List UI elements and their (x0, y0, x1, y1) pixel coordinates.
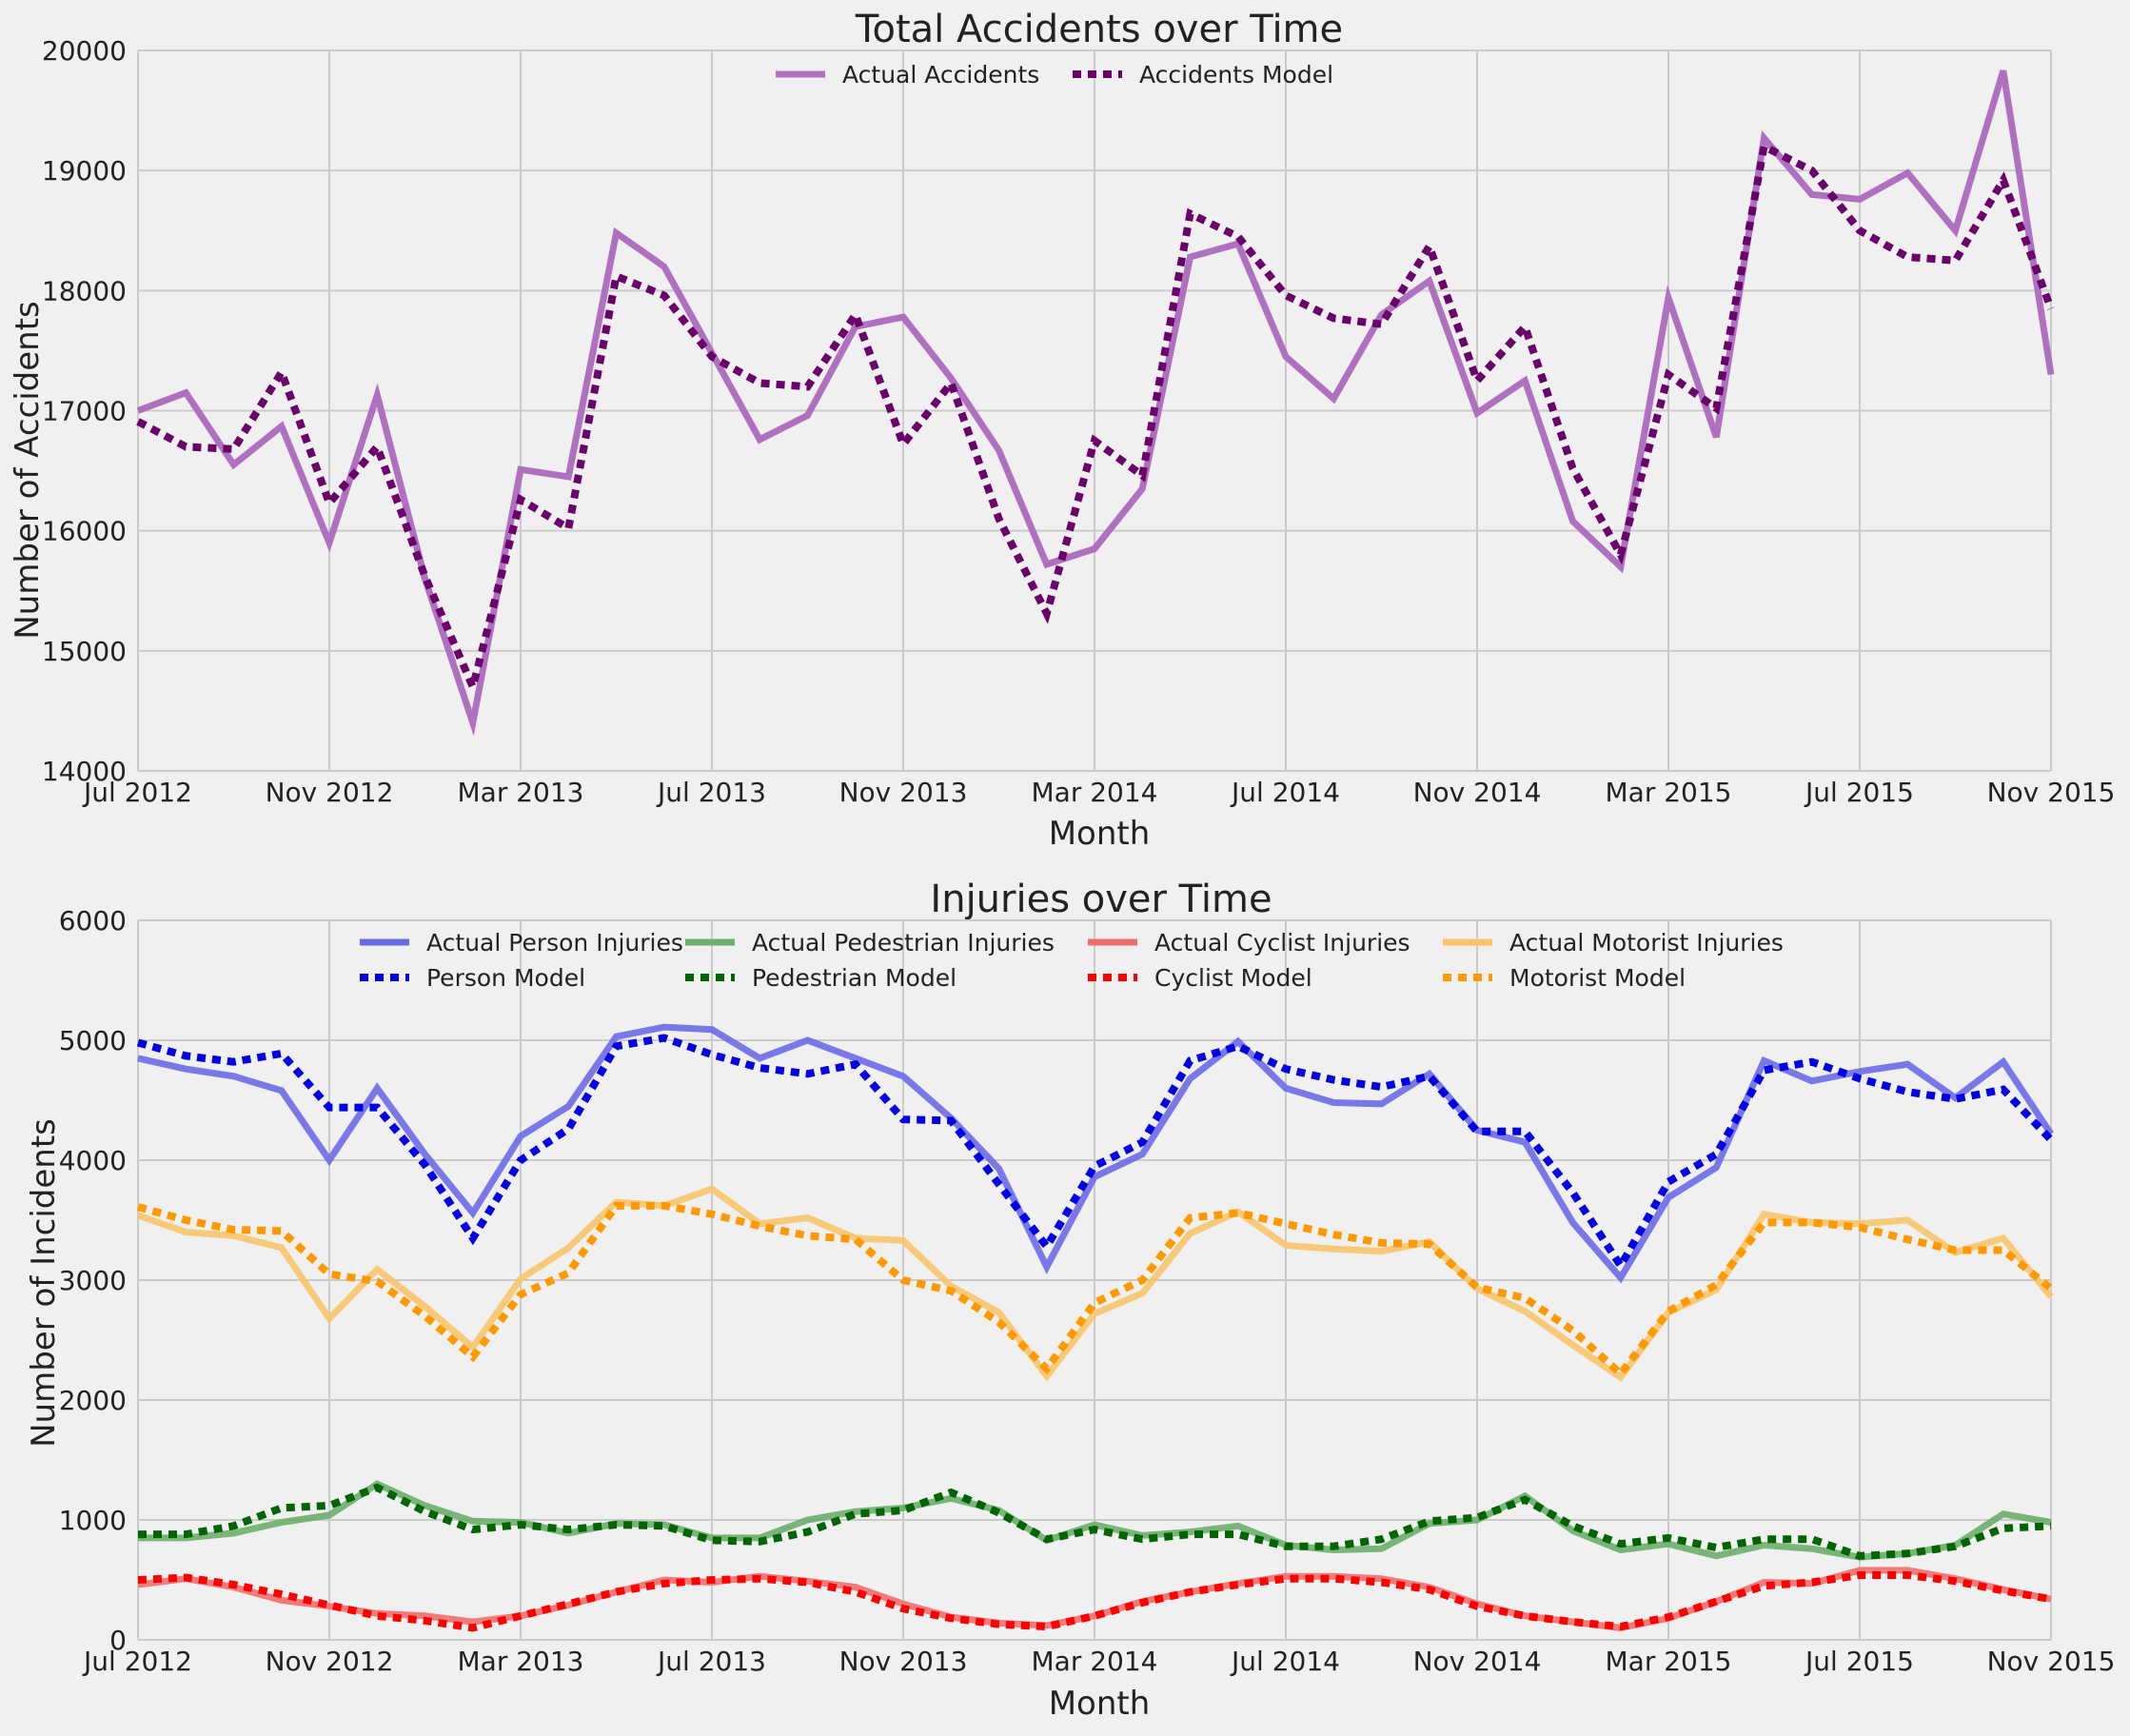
x-tick-label: Nov 2015 (1987, 1646, 2116, 1677)
y-axis-label: Number of Accidents (9, 301, 47, 640)
y-tick-label: 1000 (59, 1505, 127, 1536)
legend-label: Actual Person Injuries (426, 929, 683, 957)
legend-label: Pedestrian Model (752, 964, 957, 992)
y-tick-label: 15000 (42, 636, 127, 667)
y-tick-label: 4000 (59, 1145, 127, 1176)
series-line-actual-pedestrian-injuries (138, 1480, 2052, 1561)
y-tick-label: 19000 (42, 155, 127, 187)
x-tick-label: Nov 2014 (1413, 777, 1542, 808)
y-tick-label: 16000 (42, 516, 127, 547)
x-tick-label: Mar 2015 (1606, 777, 1732, 808)
x-axis-label: Month (1049, 815, 1151, 853)
y-tick-label: 0 (109, 1625, 127, 1656)
accidents-chart: Total Accidents over Time 14000 15000 1600… (9, 8, 2115, 853)
legend-label: Accidents Model (1139, 61, 1333, 89)
series-line-motorist-model (136, 1201, 2054, 1380)
x-tick-label: Nov 2014 (1413, 1646, 1542, 1677)
chart-title: Injuries over Time (930, 878, 1272, 921)
x-tick-label: Jul 2014 (1230, 777, 1340, 808)
legend-label: Actual Motorist Injuries (1509, 929, 1784, 957)
legend-item: Actual Accidents (776, 61, 1039, 89)
y-tick-label: 17000 (42, 396, 127, 427)
y-tick-label: 18000 (42, 275, 127, 306)
y-tick-label: 14000 (42, 756, 127, 787)
y-axis-label: Number of Incidents (25, 1118, 63, 1448)
legend-item: Actual Cyclist Injuries (1088, 929, 1410, 957)
x-tick-label: Jul 2015 (1804, 1646, 1914, 1677)
legend-label: Actual Accidents (842, 61, 1039, 89)
y-tick-label: 3000 (59, 1265, 127, 1296)
legend-item: Actual Motorist Injuries (1443, 929, 1784, 957)
series-line-actual-cyclist-injuries (137, 1567, 2052, 1631)
legend-item: Actual Pedestrian Injuries (685, 929, 1055, 957)
y-tick-label: 2000 (59, 1385, 127, 1416)
legend: Actual Accidents Accidents Model (776, 61, 1333, 89)
x-tick-label: Jul 2013 (656, 1646, 766, 1677)
y-tick-label: 6000 (59, 905, 127, 937)
legend-item: Cyclist Model (1088, 964, 1312, 992)
series-line-pedestrian-model (138, 1483, 2052, 1560)
legend-item: Actual Person Injuries (360, 929, 683, 957)
chart-title: Total Accidents over Time (855, 8, 1343, 51)
x-tick-label: Mar 2013 (458, 777, 584, 808)
x-tick-label: Nov 2012 (266, 1646, 394, 1677)
x-tick-label: Jul 2012 (82, 777, 192, 808)
x-tick-label: Mar 2015 (1606, 1646, 1732, 1677)
series-line-actual-accidents (136, 69, 2055, 737)
x-tick-label: Nov 2015 (1987, 777, 2116, 808)
legend-item: Pedestrian Model (685, 964, 957, 992)
legend-label: Cyclist Model (1154, 964, 1312, 992)
y-tick-label: 5000 (59, 1025, 127, 1056)
legend-label: Person Model (426, 964, 585, 992)
x-axis-label: Month (1049, 1685, 1151, 1723)
x-tick-label: Nov 2013 (839, 777, 968, 808)
x-tick-label: Nov 2012 (266, 777, 394, 808)
injuries-chart: Injuries over Time 0 1000 2000 3000 4000 5000… (25, 878, 2115, 1723)
y-tick-label: 20000 (42, 35, 127, 67)
x-tick-label: Jul 2012 (82, 1646, 192, 1677)
x-tick-label: Jul 2015 (1804, 777, 1914, 808)
x-tick-label: Nov 2013 (839, 1646, 968, 1677)
legend: Actual Person Injuries Person Model Actual… (360, 929, 1784, 992)
legend-item: Motorist Model (1443, 964, 1686, 992)
legend-label: Actual Pedestrian Injuries (752, 929, 1055, 957)
legend-item: Person Model (360, 964, 585, 992)
series-line-person-model (136, 1034, 2054, 1273)
x-tick-label: Mar 2013 (458, 1646, 584, 1677)
series-line-accidents-model (136, 140, 2055, 700)
x-tick-label: Jul 2014 (1230, 1646, 1340, 1677)
legend-label: Actual Cyclist Injuries (1154, 929, 1410, 957)
x-tick-label: Jul 2013 (656, 777, 766, 808)
x-tick-label: Mar 2014 (1032, 1646, 1158, 1677)
series-line-cyclist-model (137, 1571, 2052, 1632)
legend-item: Accidents Model (1073, 61, 1333, 89)
legend-label: Motorist Model (1509, 964, 1686, 992)
x-tick-label: Mar 2014 (1032, 777, 1158, 808)
